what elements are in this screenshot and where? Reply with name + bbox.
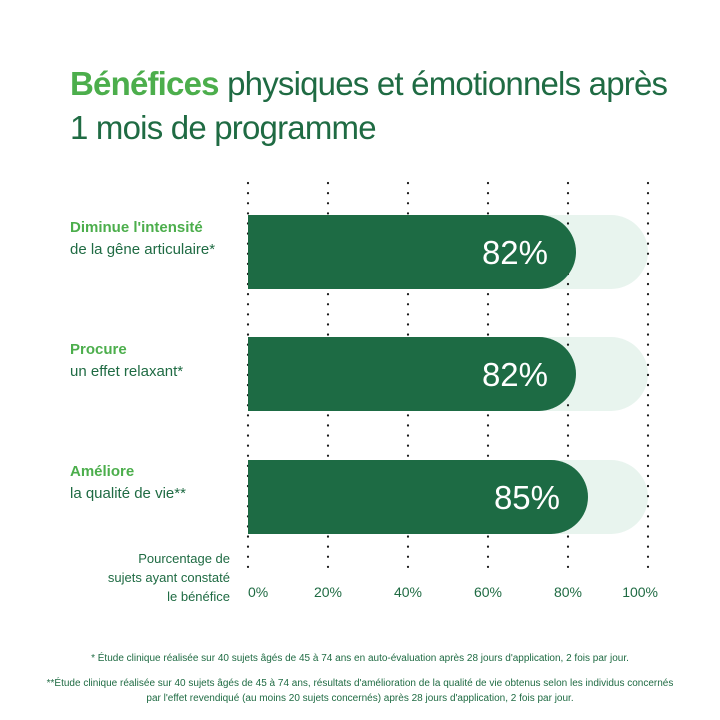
category-label-3-line2: la qualité de vie** (70, 485, 186, 502)
category-label-3-line1: Améliore (70, 463, 135, 480)
title-accent: Bénéfices (70, 65, 220, 102)
category-label-2-line1: Procure (70, 341, 127, 358)
x-tick-label-2: 20% (314, 584, 342, 600)
category-label-2-line2: un effet relaxant* (70, 363, 184, 380)
value-label-2: 82% (482, 356, 548, 393)
footnote-1: * Étude clinique réalisée sur 40 sujets … (91, 653, 629, 664)
bar-2 (248, 337, 576, 411)
bar-3 (248, 460, 588, 534)
x-axis-caption-line3: le bénéfice (167, 589, 230, 604)
x-tick-label-3: 40% (394, 584, 422, 600)
footnote-2: **Étude clinique réalisée sur 40 sujets … (46, 678, 674, 704)
value-label-3: 85% (494, 479, 560, 516)
x-tick-label-1: 0% (248, 584, 268, 600)
x-tick-label-4: 60% (474, 584, 502, 600)
x-axis-caption-line1: Pourcentage de (138, 551, 230, 566)
value-label-1: 82% (482, 234, 548, 271)
category-label-1-line1: Diminue l'intensité (70, 219, 203, 236)
category-label-2: Procure un effet relaxant* (70, 339, 245, 383)
x-axis-caption-line2: sujets ayant constaté (107, 570, 230, 585)
x-axis-caption: Pourcentage de sujets ayant constaté le … (100, 549, 230, 606)
title-rest: physiques et émotionnels après 1 mois de… (70, 65, 668, 146)
footnotes: * Étude clinique réalisée sur 40 sujets … (40, 651, 680, 716)
x-tick-label-6: 100% (622, 584, 658, 600)
bar-1 (248, 215, 576, 289)
category-label-3: Améliore la qualité de vie** (70, 461, 245, 505)
category-label-1: Diminue l'intensité de la gêne articulai… (70, 217, 245, 261)
category-label-1-line2: de la gêne articulaire* (70, 241, 216, 258)
chart-title: Bénéfices physiques et émotionnels après… (70, 62, 690, 150)
x-tick-label-5: 80% (554, 584, 582, 600)
